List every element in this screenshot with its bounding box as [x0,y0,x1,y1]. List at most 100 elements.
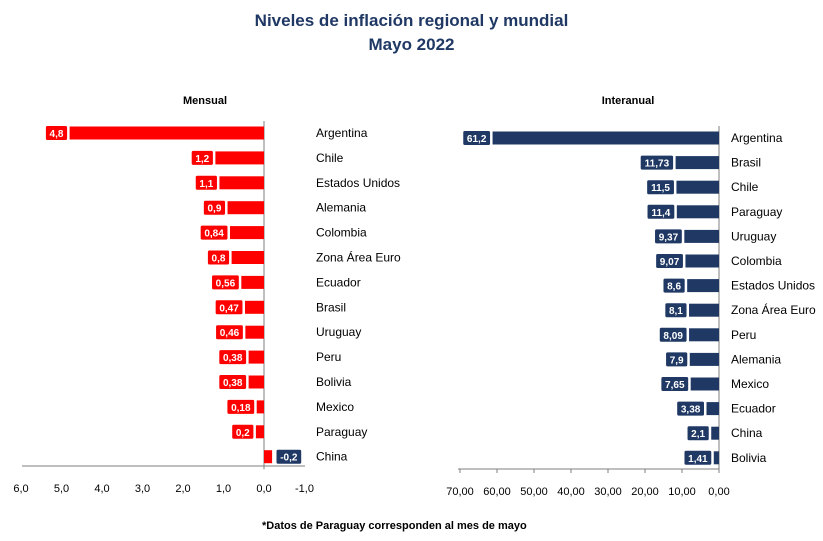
mensual-tick-label: -1,0 [295,483,314,495]
chart-subtitle: Mayo 2022 [368,35,455,54]
mensual-data-label-box [206,249,231,266]
interanual-category-label: Colombia [731,254,782,268]
interanual-category-label: Zona Área Euro [731,302,816,317]
interanual-data-label: 11,5 [651,183,670,194]
mensual-tick-label: 3,0 [135,483,150,495]
interanual-bar [685,254,719,268]
mensual-data-label: 0,47 [219,303,239,314]
mensual-bar [229,226,264,240]
mensual-data-label: 0,2 [236,428,250,439]
interanual-bar [689,303,719,317]
mensual-tick-label: 6,0 [13,483,28,495]
mensual-bar [215,151,264,165]
mensual-category-label: Peru [316,350,341,364]
chart-title: Niveles de inflación regional y mundial [254,11,569,30]
interanual-bar [676,180,719,194]
interanual-data-label-box [655,253,684,269]
mensual-bar [231,251,264,264]
interanual-data-label: 1,41 [688,454,708,465]
mensual-tick-label: 1,0 [216,483,231,495]
mensual-data-label: 0,84 [204,229,224,240]
interanual-data-label: 7,65 [665,380,685,391]
interanual-data-label-box [462,130,492,146]
mensual-data-label-box [218,349,248,366]
interanual-tick-label: 10,00 [668,486,696,498]
interanual-tick-label: 0,00 [708,486,729,498]
interanual-bar [676,205,719,219]
mensual-category-label: Ecuador [316,275,361,289]
mensual-bar [227,201,264,215]
interanual-category-label: Argentina [731,131,783,145]
mensual-category-label: Argentina [316,126,368,140]
interanual-tick-label: 70,00 [446,486,474,498]
mensual-data-label-box [231,423,255,440]
mensual-data-label: -0,2 [280,453,298,464]
interanual-data-label-box [683,449,713,466]
interanual-data-label: 11,4 [651,208,670,219]
mensual-data-label-box [202,199,227,216]
interanual-category-label: Peru [731,328,756,342]
mensual-bar [245,325,264,339]
mensual-data-label-box [214,299,244,316]
interanual-tick-label: 50,00 [520,486,548,498]
mensual-category-label: Zona Área Euro [316,250,401,265]
mensual-data-label: 1,2 [195,154,209,165]
mensual-data-label: 0,46 [220,328,240,339]
interanual-data-label: 3,38 [681,405,701,416]
interanual-bar [675,156,719,170]
mensual-panel-title: Mensual [183,95,227,107]
interanual-data-label: 8,1 [669,306,683,317]
interanual-data-label: 8,09 [663,331,683,342]
interanual-data-label-box [676,400,705,417]
mensual-data-label-box [199,224,229,241]
interanual-category-label: Paraguay [731,205,782,219]
mensual-bar [248,375,264,389]
mensual-tick-label: 4,0 [94,483,109,495]
mensual-data-label: 0,38 [223,353,243,364]
interanual-bar [690,377,719,391]
interanual-category-label: Uruguay [731,229,776,243]
mensual-tick-label: 0,0 [256,483,271,495]
mensual-data-label-box [190,149,214,166]
interanual-category-label: Mexico [731,377,769,391]
interanual-data-label-box [686,425,710,442]
interanual-data-label: 7,9 [670,355,684,366]
interanual-data-label-box [662,277,686,294]
interanual-data-label: 2,1 [691,429,705,440]
mensual-category-label: Chile [316,151,344,165]
mensual-bar [264,450,273,464]
interanual-data-label: 9,07 [660,257,680,268]
mensual-bar [255,425,264,439]
interanual-panel-title: Interanual [602,95,655,107]
interanual-category-label: Bolivia [731,451,767,465]
footnote: *Datos de Paraguay corresponden al mes d… [262,520,527,532]
mensual-tick-label: 5,0 [54,483,69,495]
mensual-bar [244,300,264,314]
interanual-category-label: Brasil [731,156,761,170]
interanual-data-label-box [639,154,675,171]
interanual-category-label: Ecuador [731,402,776,416]
interanual-category-label: China [731,426,763,440]
mensual-category-label: Alemania [316,201,366,215]
interanual-data-label-box [646,179,675,196]
interanual-data-label: 9,37 [659,232,679,243]
mensual-category-label: Bolivia [316,375,352,389]
mensual-category-label: Paraguay [316,425,367,439]
interanual-data-label-box [658,326,688,343]
interanual-tick-label: 20,00 [631,486,659,498]
mensual-data-label-box [194,174,218,191]
interanual-bar [492,131,719,145]
interanual-tick-label: 30,00 [594,486,622,498]
mensual-data-label: 4,8 [50,129,64,140]
interanual-data-label: 61,2 [467,134,487,145]
mensual-data-label: 1,1 [199,179,213,190]
interanual-data-label-box [665,351,689,368]
mensual-category-label: China [316,450,348,464]
mensual-data-label-box [215,324,244,341]
interanual-bar [706,402,719,416]
mensual-bar [69,126,264,140]
interanual-data-label-box [654,228,683,245]
interanual-data-label-box [664,302,688,319]
interanual-category-label: Estados Unidos [731,279,815,293]
mensual-data-label-box [211,274,240,291]
